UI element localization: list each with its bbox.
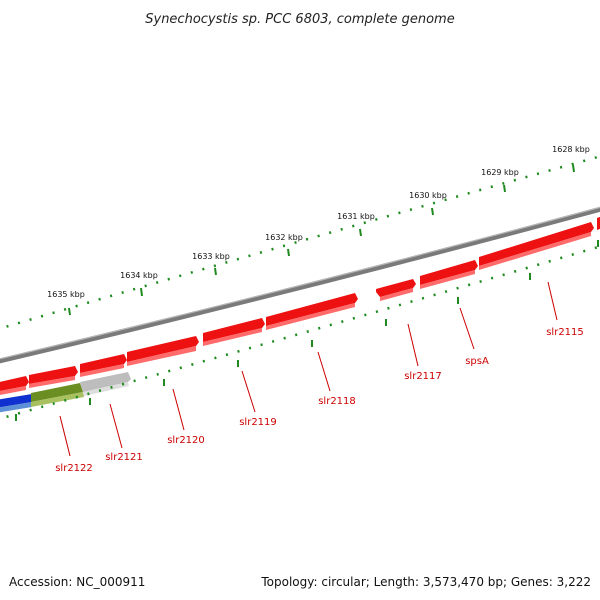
scale-label: 1630 kbp bbox=[409, 191, 447, 200]
gene-label: slr2122 bbox=[55, 463, 93, 474]
map-title: Synechocystis sp. PCC 6803, complete gen… bbox=[145, 12, 454, 27]
kbp-major-ticks bbox=[68, 164, 575, 316]
gene-leader-lines bbox=[59, 281, 558, 457]
gene-arrow bbox=[266, 293, 358, 330]
gene-label: slr2121 bbox=[105, 452, 143, 463]
genome-backbone bbox=[0, 206, 600, 364]
gene-track bbox=[0, 216, 600, 396]
gene-arrow bbox=[376, 279, 416, 301]
gene-arrow bbox=[479, 222, 594, 270]
gene-label: slr2119 bbox=[239, 417, 277, 428]
scale-label: 1629 kbp bbox=[481, 168, 519, 177]
scale-label: 1631 kbp bbox=[337, 212, 375, 221]
scale-label: 1635 kbp bbox=[47, 290, 85, 299]
gene-label: slr2117 bbox=[404, 371, 442, 382]
gene-label: slr2120 bbox=[167, 435, 205, 446]
gene-arrow bbox=[29, 366, 78, 388]
inner-major-ticks bbox=[15, 240, 599, 421]
genome-summary-text: Topology: circular; Length: 3,573,470 bp… bbox=[260, 575, 591, 589]
scale-labels: 1628 kbp 1629 kbp 1630 kbp 1631 kbp 1632… bbox=[47, 145, 590, 299]
gene-arrow bbox=[0, 376, 29, 396]
genome-backbone-highlight bbox=[0, 206, 600, 360]
gene-arrow bbox=[127, 336, 199, 366]
feature-track-blue bbox=[0, 394, 32, 413]
gene-label: spsA bbox=[465, 356, 489, 367]
scale-label: 1634 kbp bbox=[120, 271, 158, 280]
gene-arrow bbox=[420, 260, 478, 289]
scale-label: 1632 kbp bbox=[265, 233, 303, 242]
gene-arrow bbox=[203, 318, 265, 346]
gene-arrow bbox=[597, 216, 600, 230]
gene-labels: slr2115 spsA slr2117 slr2118 slr2119 slr… bbox=[55, 327, 584, 474]
gene-arrow bbox=[80, 354, 127, 377]
feature-track-olive bbox=[31, 383, 84, 407]
gene-label: slr2118 bbox=[318, 396, 356, 407]
scale-label: 1628 kbp bbox=[552, 145, 590, 154]
gene-label: slr2115 bbox=[546, 327, 584, 338]
feature-track-gray bbox=[80, 372, 131, 396]
scale-label: 1633 kbp bbox=[192, 252, 230, 261]
outer-scale-ring bbox=[0, 155, 600, 330]
accession-text: Accession: NC_000911 bbox=[9, 575, 145, 589]
inner-scale-ring bbox=[0, 240, 600, 421]
